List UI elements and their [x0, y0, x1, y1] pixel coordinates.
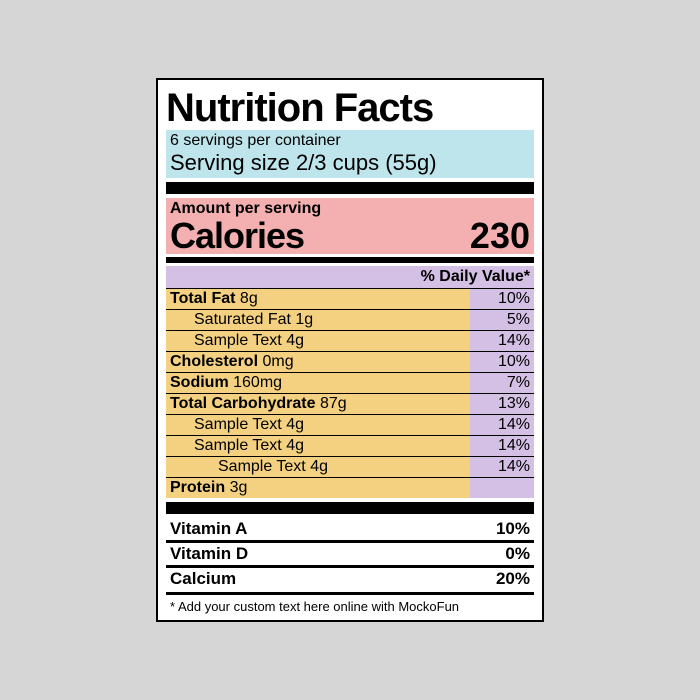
nutrient-main: Total Carbohydrate 87g — [166, 394, 470, 414]
nutrient-row: Sample Text 4g 14% — [166, 330, 534, 351]
nutrient-label: Total Fat — [170, 290, 235, 307]
nutrient-main: Sample Text 4g — [166, 415, 470, 435]
nutrient-dv — [470, 478, 534, 498]
nutrient-main: Cholesterol 0mg — [166, 352, 470, 372]
vitamin-label: Vitamin A — [170, 519, 247, 539]
daily-value-header: % Daily Value* — [166, 266, 534, 288]
nutrient-label: Protein — [170, 479, 225, 496]
nutrient-row: Sodium 160mg7% — [166, 372, 534, 393]
nutrient-label: Sample Text 4g — [170, 416, 304, 433]
calories-label: Calories — [170, 218, 304, 254]
nutrient-row: Saturated Fat 1g 5% — [166, 309, 534, 330]
vitamin-label: Calcium — [170, 569, 236, 589]
rule-thick-1 — [166, 182, 534, 194]
nutrient-main: Protein 3g — [166, 478, 470, 498]
nutrient-main: Sample Text 4g — [166, 331, 470, 351]
nutrient-label: Sample Text 4g — [170, 437, 304, 454]
nutrients-table: Total Fat 8g10%Saturated Fat 1g5%Sample … — [166, 288, 534, 498]
nutrient-label: Sample Text 4g — [170, 332, 304, 349]
nutrient-label: Total Carbohydrate — [170, 395, 316, 412]
footnote: * Add your custom text here online with … — [166, 595, 534, 614]
servings-block: 6 servings per container Serving size 2/… — [166, 130, 534, 178]
vitamin-row: Calcium 20% — [166, 565, 534, 590]
nutrient-dv: 13% — [470, 394, 534, 414]
nutrient-row: Sample Text 4g 14% — [166, 414, 534, 435]
nutrient-row: Total Carbohydrate 87g13% — [166, 393, 534, 414]
nutrient-label: Saturated Fat 1g — [170, 311, 313, 328]
nutrient-main: Sample Text 4g — [166, 436, 470, 456]
vitamin-label: Vitamin D — [170, 544, 248, 564]
nutrient-dv: 10% — [470, 352, 534, 372]
nutrient-label: Sodium — [170, 374, 229, 391]
vitamin-dv: 10% — [496, 519, 530, 539]
calories-row: Calories 230 — [170, 218, 530, 254]
vitamin-dv: 0% — [505, 544, 530, 564]
calories-block: Amount per serving Calories 230 — [166, 198, 534, 254]
nutrient-dv: 5% — [470, 310, 534, 330]
nutrient-label: Sample Text 4g — [170, 458, 328, 475]
calories-value: 230 — [470, 218, 530, 254]
nutrient-row: Total Fat 8g10% — [166, 288, 534, 309]
vitamins-table: Vitamin A 10% Vitamin D 0% Calcium 20% — [166, 518, 534, 590]
servings-per-container: 6 servings per container — [170, 132, 530, 150]
vitamin-row: Vitamin D 0% — [166, 540, 534, 565]
vitamin-row: Vitamin A 10% — [166, 518, 534, 540]
nutrient-label: Cholesterol — [170, 353, 258, 370]
nutrient-row: Sample Text 4g 14% — [166, 456, 534, 477]
nutrient-row: Cholesterol 0mg10% — [166, 351, 534, 372]
nutrient-dv: 7% — [470, 373, 534, 393]
serving-size: Serving size 2/3 cups (55g) — [170, 150, 530, 176]
rule-thick-2 — [166, 502, 534, 514]
nutrient-row: Sample Text 4g 14% — [166, 435, 534, 456]
nutrient-main: Sample Text 4g — [166, 457, 470, 477]
nutrient-main: Saturated Fat 1g — [166, 310, 470, 330]
nutrient-dv: 14% — [470, 415, 534, 435]
nutrient-main: Total Fat 8g — [166, 289, 470, 309]
nutrient-dv: 14% — [470, 436, 534, 456]
nutrient-row: Protein 3g — [166, 477, 534, 498]
nutrient-dv: 14% — [470, 457, 534, 477]
nutrient-main: Sodium 160mg — [166, 373, 470, 393]
title: Nutrition Facts — [166, 88, 534, 128]
rule-medium-1 — [166, 257, 534, 263]
nutrition-facts-panel: Nutrition Facts 6 servings per container… — [156, 78, 544, 622]
nutrient-dv: 14% — [470, 331, 534, 351]
vitamin-dv: 20% — [496, 569, 530, 589]
nutrient-dv: 10% — [470, 289, 534, 309]
